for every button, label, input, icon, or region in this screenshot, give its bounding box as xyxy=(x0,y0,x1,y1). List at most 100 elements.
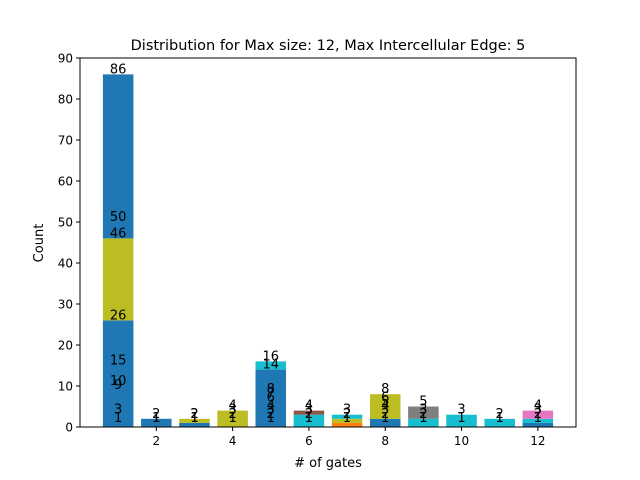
bar-segment xyxy=(179,418,210,423)
y-tick-label: 30 xyxy=(58,298,73,312)
data-label: 1 xyxy=(381,411,389,426)
bar-segment xyxy=(293,414,325,427)
bar-segment xyxy=(369,394,401,419)
y-tick-label: 50 xyxy=(58,216,73,230)
x-axis: 2 4 6 8 10 12 xyxy=(152,427,545,448)
data-label: 8 xyxy=(267,382,275,397)
bar-segment xyxy=(293,410,325,415)
data-label: 86 xyxy=(110,62,127,77)
y-tick-label: 80 xyxy=(58,93,73,107)
x-tick-label: 8 xyxy=(381,434,389,448)
data-label: 1 xyxy=(114,411,122,426)
data-label: 3 xyxy=(267,403,275,418)
data-label: 4 xyxy=(305,399,313,414)
bar-segment xyxy=(179,422,210,427)
data-label: 3 xyxy=(114,403,122,418)
y-tick-label: 40 xyxy=(58,257,73,271)
bar-segment xyxy=(102,320,134,427)
bar-segment xyxy=(331,422,363,427)
bar-segment xyxy=(522,418,554,423)
bar-segment xyxy=(522,410,554,419)
data-label: 2 xyxy=(343,407,351,422)
data-label: 2 xyxy=(190,407,198,422)
bar-segment xyxy=(331,418,363,423)
data-label: 2 xyxy=(419,407,427,422)
x-tick-label: 10 xyxy=(454,434,469,448)
data-label: 3 xyxy=(305,403,313,418)
data-label: 6 xyxy=(381,390,389,405)
plot-frame xyxy=(79,57,577,428)
x-tick-label: 6 xyxy=(305,434,313,448)
y-tick-label: 70 xyxy=(58,134,73,148)
chart-title: Distribution for Max size: 12, Max Inter… xyxy=(131,38,526,54)
data-label: 2 xyxy=(496,407,504,422)
bar-segment xyxy=(522,422,554,427)
data-label: 1 xyxy=(534,411,542,426)
y-tick-label: 90 xyxy=(58,52,73,66)
data-label: 3 xyxy=(343,403,351,418)
data-label: 1 xyxy=(152,411,160,426)
data-label: 3 xyxy=(457,403,465,418)
data-label: 1 xyxy=(152,411,160,426)
data-label: 2 xyxy=(534,407,542,422)
bar-segment xyxy=(102,74,134,239)
data-label: 8 xyxy=(381,382,389,397)
data-label: 1 xyxy=(190,411,198,426)
data-label: 1 xyxy=(457,411,465,426)
data-label: 50 xyxy=(110,210,127,225)
y-axis-label: Count xyxy=(32,224,47,263)
y-axis: 0 10 20 30 40 50 60 70 80 90 xyxy=(58,52,80,435)
bar-segment xyxy=(408,418,439,427)
data-label: 1 xyxy=(267,411,275,426)
data-label: 10 xyxy=(110,374,127,389)
x-tick-label: 12 xyxy=(530,434,545,448)
data-label: 1 xyxy=(228,411,236,426)
bar-segment xyxy=(255,361,287,370)
data-label: 16 xyxy=(262,349,279,364)
data-label: 2 xyxy=(267,407,275,422)
data-label: 1 xyxy=(496,411,504,426)
data-label: 4 xyxy=(267,399,275,414)
bar-segment xyxy=(369,418,401,427)
y-tick-label: 20 xyxy=(58,339,73,353)
data-label: 1 xyxy=(305,411,313,426)
bar-segment xyxy=(102,238,134,321)
data-label: 1 xyxy=(343,411,351,426)
data-label: 3 xyxy=(419,403,427,418)
data-label: 3 xyxy=(534,403,542,418)
data-label: 15 xyxy=(110,354,127,369)
bar-segment xyxy=(217,410,248,427)
y-tick-label: 60 xyxy=(58,175,73,189)
data-label: 2 xyxy=(190,407,198,422)
data-label: 1 xyxy=(419,411,427,426)
bar-segment xyxy=(331,414,363,419)
data-label: 3 xyxy=(381,403,389,418)
data-label: 2 xyxy=(343,407,351,422)
bar-segment xyxy=(446,414,477,427)
x-tick-label: 4 xyxy=(229,434,237,448)
data-label: 2 xyxy=(228,407,236,422)
data-label: 2 xyxy=(305,407,313,422)
y-tick-label: 0 xyxy=(65,421,73,435)
data-label: 26 xyxy=(110,308,127,323)
data-label: 5 xyxy=(381,395,389,410)
data-label: 4 xyxy=(228,399,236,414)
data-label: 4 xyxy=(381,399,389,414)
data-label: 14 xyxy=(262,358,279,373)
data-label: 7 xyxy=(267,386,275,401)
bar-segment xyxy=(255,369,287,427)
data-label: 9 xyxy=(114,378,122,393)
data-label: 2 xyxy=(381,407,389,422)
bar-segment xyxy=(484,418,515,427)
data-label: 46 xyxy=(110,226,127,241)
data-label: 4 xyxy=(534,399,542,414)
data-label: 3 xyxy=(228,403,236,418)
y-tick-label: 10 xyxy=(58,380,73,394)
x-tick-label: 2 xyxy=(152,434,160,448)
bar-segment xyxy=(408,406,439,419)
data-label: 6 xyxy=(267,390,275,405)
data-label: 1 xyxy=(190,411,198,426)
data-label: 5 xyxy=(419,395,427,410)
